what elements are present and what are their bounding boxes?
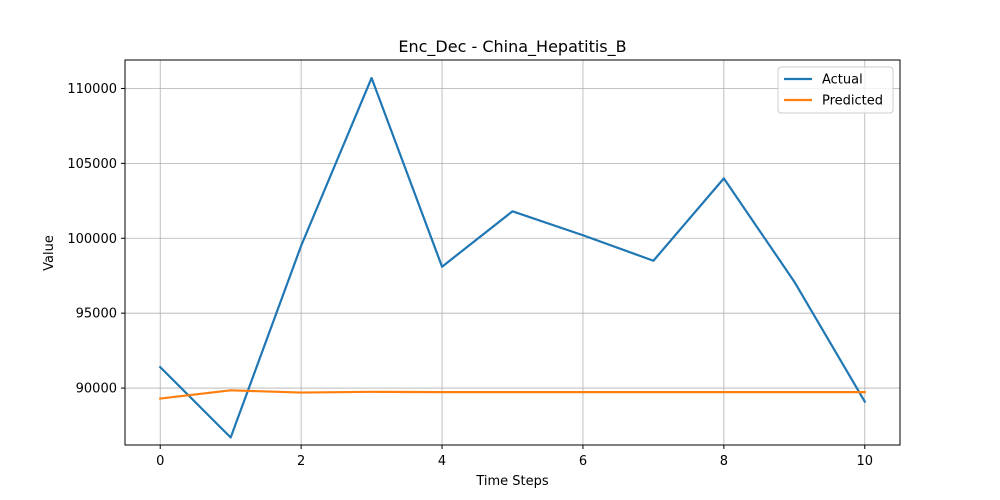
series-layer <box>158 76 867 439</box>
x-axis-ticks: 0 2 4 6 8 10 <box>156 445 873 469</box>
y-tick-label: 110000 <box>67 82 117 97</box>
y-tick-label: 95000 <box>76 307 117 322</box>
grid <box>125 60 900 445</box>
series-line-predicted <box>159 389 866 400</box>
y-axis-label: Value <box>42 235 57 271</box>
x-tick-label: 2 <box>297 454 305 469</box>
plot-frame <box>124 59 901 446</box>
y-tick-label: 100000 <box>67 232 117 247</box>
legend-label-predicted: Predicted <box>822 94 883 109</box>
y-axis-ticks: 90000 95000 100000 105000 110000 <box>67 82 125 397</box>
y-tick-label: 105000 <box>67 157 117 172</box>
x-tick-label: 4 <box>438 454 446 469</box>
x-tick-label: 8 <box>720 454 728 469</box>
x-tick-label: 0 <box>156 454 164 469</box>
y-tick-label: 90000 <box>76 382 117 397</box>
legend-label-actual: Actual <box>822 73 863 88</box>
legend: Actual Predicted <box>777 66 894 114</box>
x-tick-label: 6 <box>579 454 587 469</box>
x-tick-label: 10 <box>856 454 873 469</box>
x-axis-label: Time Steps <box>475 474 549 489</box>
series-line-actual <box>158 76 867 439</box>
chart-title: Enc_Dec - China_Hepatitis_B <box>398 37 626 57</box>
